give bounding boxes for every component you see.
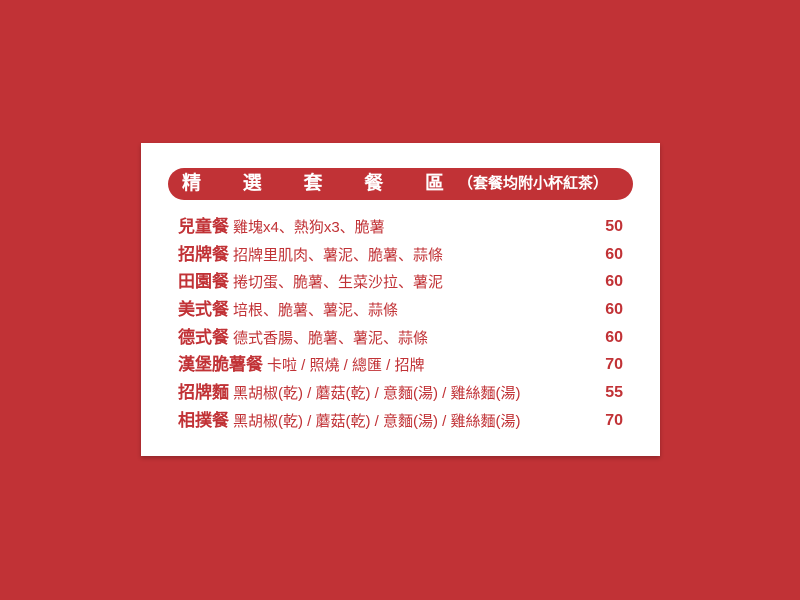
section-title-char: 精 [182, 173, 202, 194]
menu-item-price: 50 [605, 218, 623, 235]
menu-item: 招牌麵 黑胡椒(乾) / 蘑菇(乾) / 意麵(湯) / 雞絲麵(湯) 55 [178, 379, 623, 407]
menu-item: 田園餐 捲切蛋、脆薯、生菜沙拉、薯泥 60 [178, 268, 623, 296]
menu-item-desc: 黑胡椒(乾) / 蘑菇(乾) / 意麵(湯) / 雞絲麵(湯) [233, 385, 521, 403]
section-note: （套餐均附小杯紅茶） [458, 175, 609, 192]
section-title-char: 區 [424, 173, 444, 194]
menu-item-name: 招牌麵 [178, 383, 229, 403]
menu-item-price: 55 [605, 384, 623, 402]
menu-item-desc: 捲切蛋、脆薯、生菜沙拉、薯泥 [233, 274, 444, 292]
section-title: 精 選 套 餐 區 [182, 168, 444, 200]
menu-item-desc: 雞塊x4、熱狗x3、脆薯 [233, 219, 385, 236]
menu-card: 精 選 套 餐 區 （套餐均附小杯紅茶） 兒童餐 雞塊x4、熱狗x3、脆薯 50 … [141, 143, 660, 456]
menu-list: 兒童餐 雞塊x4、熱狗x3、脆薯 50 招牌餐 招牌里肌肉、薯泥、脆薯、蒜條 60 … [178, 213, 623, 435]
menu-item-price: 70 [605, 356, 623, 374]
menu-item: 相撲餐 黑胡椒(乾) / 蘑菇(乾) / 意麵(湯) / 雞絲麵(湯) 70 [178, 407, 623, 435]
menu-item: 漢堡脆薯餐 卡啦 / 照燒 / 總匯 / 招牌 70 [178, 351, 623, 379]
menu-item-price: 60 [605, 273, 623, 291]
menu-item-price: 60 [605, 245, 623, 263]
menu-item-name: 田園餐 [178, 272, 229, 292]
menu-item-name: 兒童餐 [178, 217, 229, 236]
menu-item-desc: 培根、脆薯、薯泥、蒜條 [233, 302, 399, 320]
menu-item: 兒童餐 雞塊x4、熱狗x3、脆薯 50 [178, 213, 623, 241]
menu-item-desc: 德式香腸、脆薯、薯泥、蒜條 [233, 329, 429, 347]
menu-item-desc: 黑胡椒(乾) / 蘑菇(乾) / 意麵(湯) / 雞絲麵(湯) [233, 412, 521, 430]
section-title-char: 套 [303, 173, 323, 194]
menu-item-name: 德式餐 [178, 327, 229, 347]
menu-item: 美式餐 培根、脆薯、薯泥、蒜條 60 [178, 296, 623, 324]
menu-item-price: 70 [605, 411, 623, 429]
menu-item-desc: 招牌里肌肉、薯泥、脆薯、蒜條 [233, 246, 444, 264]
menu-item-desc: 卡啦 / 照燒 / 總匯 / 招牌 [267, 357, 425, 375]
menu-item-price: 60 [605, 301, 623, 319]
menu-item-price: 60 [605, 328, 623, 346]
menu-item-name: 相撲餐 [178, 410, 229, 430]
menu-item: 招牌餐 招牌里肌肉、薯泥、脆薯、蒜條 60 [178, 241, 623, 269]
section-title-char: 選 [242, 173, 262, 194]
menu-item: 德式餐 德式香腸、脆薯、薯泥、蒜條 60 [178, 324, 623, 352]
menu-item-name: 漢堡脆薯餐 [178, 355, 263, 375]
section-title-char: 餐 [364, 173, 384, 194]
section-header: 精 選 套 餐 區 （套餐均附小杯紅茶） [168, 168, 633, 200]
menu-item-name: 美式餐 [178, 300, 229, 320]
menu-item-name: 招牌餐 [178, 244, 229, 264]
